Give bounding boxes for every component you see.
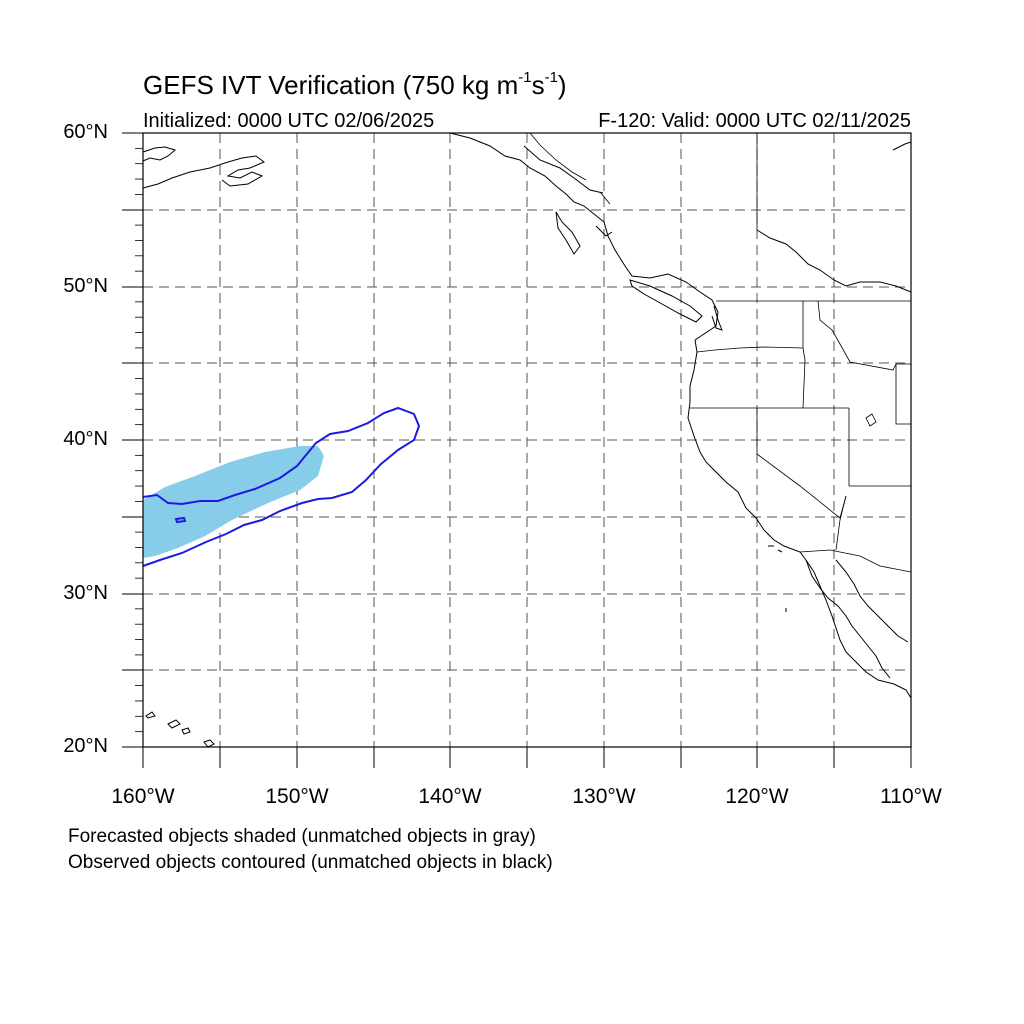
lon-label-120w: 120°W — [725, 785, 789, 808]
idaho-west-border — [802, 301, 806, 409]
az-border — [835, 495, 847, 551]
map-title: GEFS IVT Verification (750 kg m-1s-1) — [143, 69, 567, 100]
lon-label-150w: 150°W — [265, 785, 329, 808]
initialized-time: Initialized: 0000 UTC 02/06/2025 — [143, 110, 435, 132]
valid-time: F-120: Valid: 0000 UTC 02/11/2025 — [598, 110, 911, 132]
wa-or-border — [696, 346, 804, 353]
alaska-bc-border — [529, 132, 611, 205]
lon-label-140w: 140°W — [418, 785, 482, 808]
us-mexico-border — [799, 549, 912, 573]
baja-california — [805, 559, 909, 679]
lon-label-130w: 130°W — [572, 785, 636, 808]
observed-small-contour — [174, 516, 187, 524]
montana-idaho-border — [817, 300, 897, 371]
lon-label-110w: 110°W — [880, 785, 942, 808]
observed-ivt-contour — [142, 406, 421, 567]
coastlines — [142, 132, 912, 748]
vancouver-island — [629, 279, 703, 323]
forecast-ivt-object — [143, 446, 324, 558]
lat-label-30n: 30°N — [63, 582, 108, 604]
graticule — [143, 133, 911, 747]
ca-nv-border — [756, 408, 847, 519]
wy-border — [895, 363, 911, 425]
lat-label-60n: 60°N — [63, 121, 108, 143]
lat-label-20n: 20°N — [63, 735, 108, 757]
puget-sound — [711, 305, 723, 331]
observed-caption: Observed objects contoured (unmatched ob… — [68, 852, 553, 873]
hudson-corner — [892, 141, 912, 151]
great-salt-lake — [865, 413, 877, 427]
lat-label-40n: 40°N — [63, 428, 108, 450]
us-west-coast — [687, 339, 912, 699]
lon-label-160w: 160°W — [111, 785, 175, 808]
minor-ticks — [135, 147, 143, 733]
hawaii-islands — [145, 711, 215, 748]
alaska-bc-coast — [449, 132, 719, 341]
axis-ticks — [122, 132, 912, 768]
alaska-coast-west — [142, 146, 265, 189]
borders — [529, 132, 912, 573]
forecast-caption: Forecasted objects shaded (unmatched obj… — [68, 826, 536, 847]
channel-islands — [768, 545, 783, 553]
lat-label-50n: 50°N — [63, 275, 108, 297]
canada-coast-ne — [756, 229, 912, 293]
